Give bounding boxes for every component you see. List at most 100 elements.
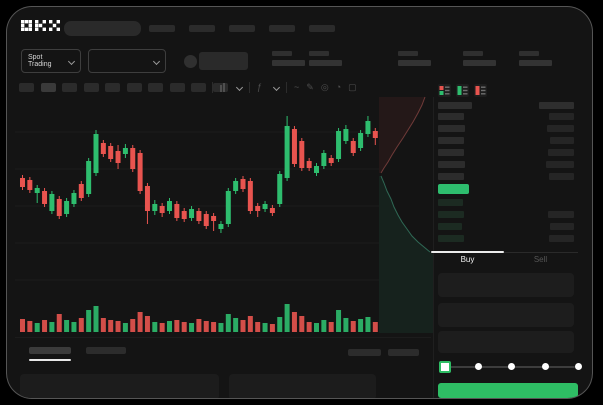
ask-row[interactable]	[438, 137, 578, 144]
book-both-icon[interactable]	[438, 84, 451, 97]
ask-amount-placeholder	[547, 125, 574, 132]
okx-logo-glyph	[21, 20, 60, 31]
tab-divider	[431, 252, 578, 253]
ticker-stat	[519, 51, 552, 66]
ask-price-placeholder	[438, 125, 465, 132]
orders-filter-1[interactable]	[348, 349, 381, 356]
nav-item-placeholder[interactable]	[309, 25, 335, 32]
ask-amount-placeholder	[548, 149, 574, 156]
orders-panel-left	[20, 374, 219, 398]
tab-buy[interactable]: Buy	[460, 255, 475, 264]
stat-value-placeholder	[463, 60, 496, 66]
ask-row[interactable]	[438, 173, 578, 180]
pair-selector-dropdown[interactable]	[88, 49, 166, 73]
tab-sell[interactable]: Sell	[533, 255, 548, 264]
last-price-placeholder	[199, 52, 248, 70]
bid-row[interactable]	[438, 211, 578, 218]
interval-option[interactable]	[40, 83, 56, 92]
draw-icon[interactable]: ✎	[306, 82, 314, 92]
book-bids-icon[interactable]	[456, 84, 469, 97]
candle-style-icon[interactable]	[220, 83, 225, 92]
bid-price-placeholder	[438, 211, 464, 218]
interval-option[interactable]	[105, 83, 120, 92]
bid-row[interactable]	[438, 199, 578, 206]
orderbook-view-toggles	[438, 84, 487, 97]
orders-panel-right	[229, 374, 376, 398]
slider-stop[interactable]	[541, 363, 549, 370]
slider-stop[interactable]	[508, 363, 515, 370]
stat-value-placeholder	[519, 60, 552, 66]
bid-row[interactable]	[438, 235, 578, 242]
slider-stop[interactable]	[439, 361, 451, 373]
orders-tab-active[interactable]	[29, 347, 71, 354]
app-window: Spot Trading ƒ ~ ✎ ◎ ◔ ▢	[6, 6, 593, 399]
interval-option[interactable]	[126, 83, 142, 92]
divider	[286, 82, 288, 93]
ticker-stat	[463, 51, 496, 66]
interval-option[interactable]	[191, 83, 206, 92]
market-mode-label: Spot Trading	[28, 54, 52, 68]
camera-icon[interactable]: ◎	[320, 82, 329, 92]
chevron-down-icon	[67, 57, 76, 65]
ticker-stat	[272, 51, 305, 66]
orders-tab-underline	[29, 359, 71, 361]
pair-coin-icon	[184, 55, 197, 68]
divider	[249, 82, 250, 93]
slider-stop[interactable]	[474, 363, 482, 370]
price-field[interactable]	[438, 273, 574, 297]
slider-stop[interactable]	[575, 363, 582, 370]
wave-icon[interactable]: ~	[294, 82, 300, 92]
stat-value-placeholder	[398, 60, 431, 66]
section-divider	[15, 337, 431, 338]
header-nav	[149, 25, 335, 32]
orders-tab-2[interactable]	[86, 347, 126, 354]
ask-price-placeholder	[438, 173, 464, 180]
nav-item-placeholder[interactable]	[149, 25, 175, 32]
ask-row[interactable]	[438, 149, 578, 156]
ask-price-placeholder	[438, 137, 464, 144]
timer-icon[interactable]: ◔	[335, 82, 342, 92]
chevron-down-icon	[152, 57, 161, 65]
market-mode-dropdown[interactable]: Spot Trading	[21, 49, 81, 73]
stat-label-placeholder	[398, 51, 418, 56]
ticker-stat	[309, 51, 342, 66]
stat-label-placeholder	[463, 51, 483, 56]
book-asks-icon[interactable]	[474, 84, 487, 97]
ask-row[interactable]	[438, 125, 578, 132]
ask-amount-placeholder	[546, 161, 574, 168]
bid-amount-placeholder	[549, 235, 574, 242]
ask-price-placeholder	[438, 113, 464, 120]
nav-item-placeholder[interactable]	[269, 25, 295, 32]
ask-amount-placeholder	[549, 113, 574, 120]
interval-option[interactable]	[148, 83, 163, 92]
orders-filter-2[interactable]	[388, 349, 419, 356]
divider	[212, 82, 213, 93]
nav-item-placeholder[interactable]	[229, 25, 255, 32]
bid-price-placeholder	[438, 223, 462, 230]
ask-amount-placeholder	[550, 137, 574, 144]
bid-price-placeholder	[438, 199, 463, 206]
ask-row[interactable]	[438, 113, 578, 120]
interval-option[interactable]	[19, 83, 34, 92]
nav-item-placeholder[interactable]	[189, 25, 215, 32]
orderbook-last-price[interactable]	[438, 184, 469, 194]
ask-row[interactable]	[438, 161, 578, 168]
bid-row[interactable]	[438, 223, 578, 230]
search-input[interactable]	[64, 21, 141, 36]
interval-option[interactable]	[62, 83, 77, 92]
buy-button[interactable]	[438, 383, 578, 398]
interval-option[interactable]	[169, 83, 185, 92]
indicators-icon[interactable]: ƒ	[257, 82, 263, 92]
chevron-down-icon[interactable]	[272, 83, 281, 92]
okx-logo	[21, 20, 61, 38]
total-field[interactable]	[438, 331, 574, 353]
fullscreen-icon[interactable]: ▢	[348, 82, 357, 92]
active-tab-indicator	[431, 251, 504, 253]
amount-field[interactable]	[438, 303, 574, 327]
chevron-down-icon[interactable]	[235, 83, 244, 92]
panel-divider	[433, 97, 434, 398]
orderbook-header	[438, 102, 578, 109]
interval-option[interactable]	[83, 83, 99, 92]
stat-label-placeholder	[519, 51, 539, 56]
